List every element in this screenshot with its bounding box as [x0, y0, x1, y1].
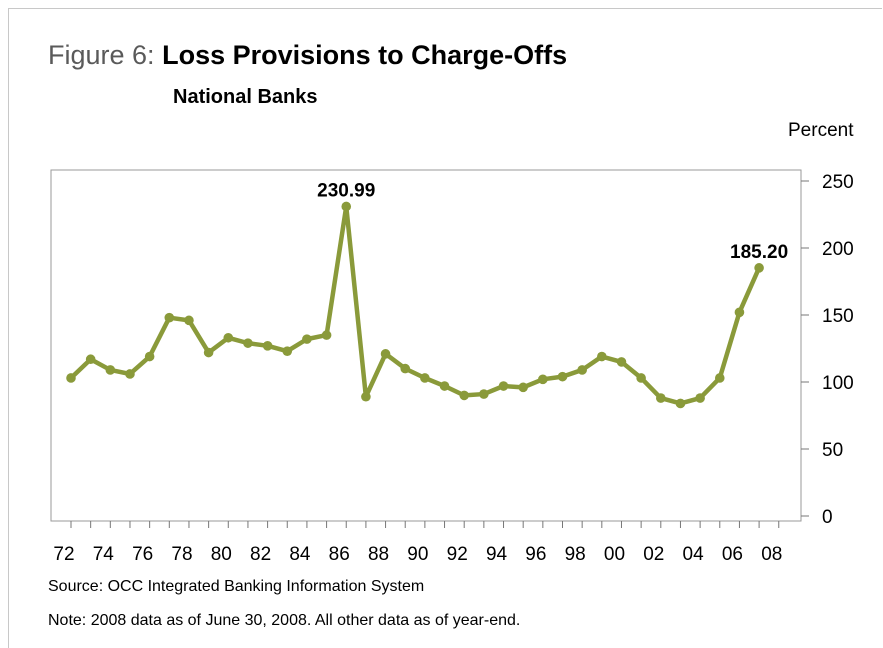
figure-label: Figure 6:: [48, 40, 155, 70]
data-point: [538, 374, 548, 385]
data-point: [144, 351, 155, 362]
data-point: [636, 373, 646, 383]
data-point: [420, 373, 430, 383]
x-tick-label: 78: [171, 544, 192, 565]
data-label: 230.99: [317, 180, 375, 201]
data-point: [243, 338, 253, 348]
y-tick-label: 200: [822, 239, 854, 260]
y-tick-label: 0: [822, 507, 833, 528]
x-tick-label: 96: [525, 544, 546, 565]
data-point: [557, 371, 568, 382]
x-tick-label: 00: [604, 544, 625, 565]
y-tick-label: 50: [822, 440, 843, 461]
data-point: [656, 393, 666, 403]
data-point: [125, 369, 135, 379]
y-tick-label: 150: [822, 306, 854, 327]
data-label: 185.20: [730, 242, 788, 263]
data-point: [479, 389, 489, 399]
x-tick-label: 76: [132, 544, 153, 565]
data-point: [695, 393, 705, 403]
chart-subtitle: National Banks: [173, 86, 318, 108]
x-tick-label: 72: [53, 544, 74, 565]
data-point: [597, 351, 607, 362]
x-tick-label: 92: [447, 544, 468, 565]
x-tick-label: 08: [761, 544, 782, 565]
data-point: [341, 201, 352, 212]
series-line: [69, 204, 762, 406]
data-point: [223, 332, 234, 343]
figure-frame: [8, 8, 882, 648]
x-tick-label: 74: [93, 544, 115, 565]
x-tick-label: 94: [486, 544, 508, 565]
x-tick-label: 06: [722, 544, 743, 565]
data-point: [675, 398, 686, 409]
data-point: [400, 363, 411, 374]
y-tick-label: 100: [822, 373, 854, 394]
data-point: [361, 391, 371, 402]
data-point: [321, 330, 332, 340]
y-axis-unit-label: Percent: [788, 120, 854, 141]
x-tick-label: 02: [643, 544, 664, 565]
data-point: [616, 357, 627, 367]
source-note: Source: OCC Integrated Banking Informati…: [48, 578, 425, 595]
x-tick-label: 84: [289, 544, 311, 565]
data-point: [203, 347, 214, 358]
data-point: [754, 263, 764, 273]
data-point: [66, 373, 76, 383]
x-tick-label: 04: [683, 544, 705, 565]
data-point: [439, 381, 450, 391]
data-point: [302, 334, 312, 344]
plot-area: [50, 169, 802, 522]
data-point: [282, 346, 293, 356]
data-point: [164, 312, 175, 323]
data-point: [498, 381, 509, 391]
x-tick-label: 90: [407, 544, 428, 565]
x-tick-label: 80: [211, 544, 232, 565]
data-point: [734, 307, 745, 318]
data-point: [577, 365, 587, 375]
x-tick-label: 98: [565, 544, 586, 565]
chart-title: Figure 6: Loss Provisions to Charge-Offs: [48, 40, 567, 71]
footnote: Note: 2008 data as of June 30, 2008. All…: [48, 612, 521, 629]
chart-title-text: Loss Provisions to Charge-Offs: [162, 40, 568, 70]
data-point: [85, 354, 96, 365]
data-point: [714, 373, 725, 383]
data-point: [262, 341, 273, 351]
data-point: [459, 390, 470, 401]
data-point: [518, 382, 528, 393]
data-point: [380, 349, 391, 359]
data-point: [184, 315, 194, 326]
data-point: [105, 365, 116, 375]
x-tick-label: 82: [250, 544, 271, 565]
y-tick-label: 250: [822, 172, 854, 193]
x-tick-label: 86: [329, 544, 350, 565]
x-tick-label: 88: [368, 544, 389, 565]
